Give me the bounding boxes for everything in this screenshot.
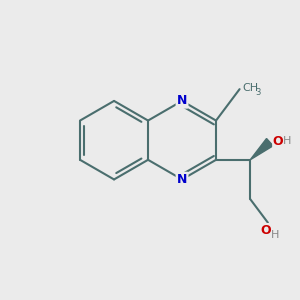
Text: N: N [177, 94, 187, 107]
Text: O: O [273, 135, 283, 148]
Text: H: H [271, 230, 279, 241]
Text: H: H [283, 136, 291, 146]
Text: CH: CH [242, 83, 259, 93]
Text: N: N [177, 173, 187, 186]
Text: O: O [261, 224, 271, 237]
Text: 3: 3 [255, 88, 261, 97]
Polygon shape [250, 139, 273, 160]
